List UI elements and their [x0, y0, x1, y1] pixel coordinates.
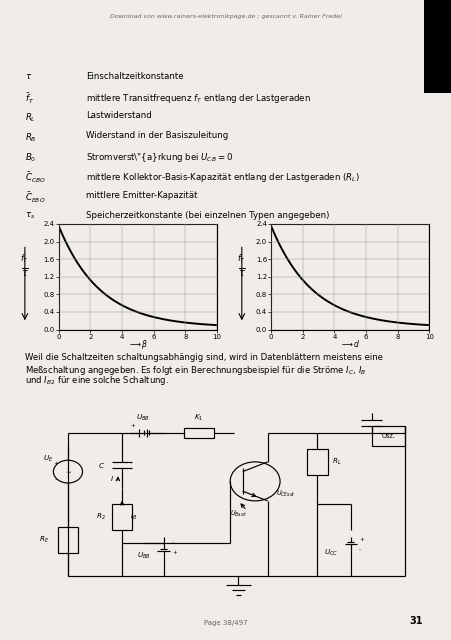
Text: $C$: $C$ [98, 461, 105, 470]
Bar [111, 504, 132, 530]
Text: $U_E$: $U_E$ [43, 454, 53, 464]
Text: 31: 31 [408, 616, 422, 626]
Bar [184, 428, 213, 438]
Text: +: + [171, 550, 176, 556]
Text: Meßschaltung angegeben. Es folgt ein Berechnungsbeispiel für die Ströme $I_C$, $: Meßschaltung angegeben. Es folgt ein Ber… [25, 364, 365, 376]
Text: $\longrightarrow \beta$: $\longrightarrow \beta$ [127, 338, 148, 351]
Text: $\longrightarrow d$: $\longrightarrow d$ [339, 338, 360, 349]
Text: $\tau_s$: $\tau_s$ [25, 211, 35, 221]
Text: Speicherzeitkonstante (bei einzelnen Typen angegeben): Speicherzeitkonstante (bei einzelnen Typ… [86, 211, 328, 220]
Text: $R_2$: $R_2$ [96, 512, 105, 522]
Text: $U_{CC}$: $U_{CC}$ [323, 548, 337, 558]
Text: Widerstand in der Basiszuleitung: Widerstand in der Basiszuleitung [86, 131, 228, 140]
Text: $B_0$: $B_0$ [25, 151, 36, 164]
Text: $I$: $I$ [110, 474, 114, 483]
Text: $U_{CEsat}$: $U_{CEsat}$ [275, 489, 295, 499]
Bar [306, 449, 327, 475]
Text: -: - [171, 541, 174, 546]
Text: -: - [54, 477, 56, 483]
Text: Osz.: Osz. [380, 433, 394, 439]
Text: $I_B$: $I_B$ [130, 512, 137, 522]
Text: $U_{BB}$: $U_{BB}$ [137, 551, 151, 561]
Circle shape [53, 460, 83, 483]
Text: $\overline{\tau}$: $\overline{\tau}$ [21, 266, 29, 279]
Text: und $I_{B2}$ für eine solche Schaltung.: und $I_{B2}$ für eine solche Schaltung. [25, 374, 168, 387]
Text: Page 38/497: Page 38/497 [204, 620, 247, 626]
Text: $U_{BB}$: $U_{BB}$ [136, 413, 149, 423]
Bar [57, 527, 78, 553]
Text: Stromverst\"{a}rkung bei $U_{CB} = 0$: Stromverst\"{a}rkung bei $U_{CB} = 0$ [86, 151, 232, 164]
Text: mittlere Emitter-Kapazität: mittlere Emitter-Kapazität [86, 191, 197, 200]
Text: Weil die Schaltzeiten schaltungsabhängig sind, wird in Datenblättern meistens ei: Weil die Schaltzeiten schaltungsabhängig… [25, 353, 382, 362]
Text: $\overline{\tau}$: $\overline{\tau}$ [237, 266, 245, 279]
Text: $\bar{f}_T$: $\bar{f}_T$ [25, 92, 34, 106]
Text: -: - [358, 547, 360, 552]
Text: mittlere Transitfrequenz $f_T$ entlang der Lastgeraden: mittlere Transitfrequenz $f_T$ entlang d… [86, 92, 310, 104]
Bar [371, 426, 404, 445]
Text: Download von www.rainers-elektronikpage.de ; gescannt v. Rainer Fredel: Download von www.rainers-elektronikpage.… [110, 14, 341, 19]
Text: $f_T$: $f_T$ [237, 253, 246, 266]
Text: $\sim$: $\sim$ [64, 468, 72, 475]
Text: mittlere Kollektor-Basis-Kapazität entlang der Lastgeraden ($R_L$): mittlere Kollektor-Basis-Kapazität entla… [86, 171, 359, 184]
Text: +: + [53, 461, 58, 466]
Text: $\bar{C}_{CBO}$: $\bar{C}_{CBO}$ [25, 171, 46, 185]
Circle shape [230, 462, 280, 501]
Text: $R_B$: $R_B$ [25, 131, 37, 144]
Text: +: + [358, 538, 363, 542]
Bar [423, 0, 451, 93]
Text: Lastwiderstand: Lastwiderstand [86, 111, 151, 120]
Text: +: + [130, 423, 134, 428]
Text: Einschaltzeitkonstante: Einschaltzeitkonstante [86, 72, 183, 81]
Text: $\bar{C}_{EBO}$: $\bar{C}_{EBO}$ [25, 191, 45, 205]
Text: $f_T$: $f_T$ [20, 253, 29, 266]
Text: $R_E$: $R_E$ [39, 535, 49, 545]
Text: $U_{Bsat}$: $U_{Bsat}$ [230, 509, 247, 519]
Text: $\tau$: $\tau$ [25, 72, 32, 81]
Text: $K_1$: $K_1$ [194, 413, 203, 423]
Text: $R_L$: $R_L$ [25, 111, 36, 124]
Text: $R_L$: $R_L$ [331, 457, 341, 467]
